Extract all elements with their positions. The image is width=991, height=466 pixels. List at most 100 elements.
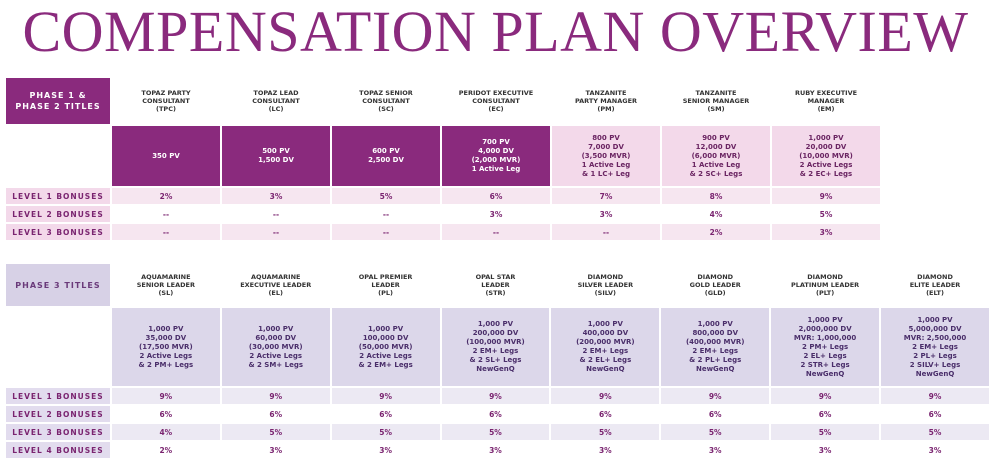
bonus-cell: 2% xyxy=(662,224,770,240)
bonus-cell: 5% xyxy=(551,424,660,440)
level-label: LEVEL 3 BONUSES xyxy=(6,424,110,440)
requirements-cell: 1,000 PV 20,000 DV (10,000 MVR) 2 Active… xyxy=(772,126,880,186)
phase12-table: PHASE 1 & PHASE 2 TITLES TOPAZ PARTY CON… xyxy=(4,76,882,242)
bonus-cell: 2% xyxy=(111,442,220,458)
blank-cell xyxy=(6,308,110,386)
bonus-cell: 9% xyxy=(661,388,770,404)
level-label: LEVEL 1 BONUSES xyxy=(6,188,110,204)
requirements-cell: 1,000 PV 35,000 DV (17,500 MVR) 2 Active… xyxy=(111,308,220,386)
phase12-label-line2: PHASE 2 TITLES xyxy=(15,102,101,111)
requirements-cell: 1,000 PV 2,000,000 DV MVR: 1,000,000 2 P… xyxy=(771,308,880,386)
bonus-cell: 5% xyxy=(441,424,550,440)
bonus-cell: 9% xyxy=(881,388,989,404)
bonus-cell: 3% xyxy=(881,442,989,458)
requirements-cell: 1,000 PV 100,000 DV (50,000 MVR) 2 Activ… xyxy=(331,308,440,386)
requirements-cell: 700 PV 4,000 DV (2,000 MVR) 1 Active Leg xyxy=(442,126,550,186)
requirements-cell: 1,000 PV 60,000 DV (30,000 MVR) 2 Active… xyxy=(221,308,330,386)
bonus-cell: 6% xyxy=(441,406,550,422)
level-label: LEVEL 4 BONUSES xyxy=(6,442,110,458)
phase3-label: PHASE 3 TITLES xyxy=(6,264,110,306)
requirements-cell: 350 PV xyxy=(112,126,220,186)
bonus-cell: 6% xyxy=(331,406,440,422)
bonus-cell: 9% xyxy=(111,388,220,404)
bonus-cell: -- xyxy=(222,224,330,240)
bonus-cell: 5% xyxy=(772,206,880,222)
requirements-cell: 1,000 PV 800,000 DV (400,000 MVR) 2 EM+ … xyxy=(661,308,770,386)
title-header: TOPAZ PARTY CONSULTANT (TPC) xyxy=(141,89,191,113)
title-header: OPAL STAR LEADER (STR) xyxy=(475,273,516,297)
title-header: PERIDOT EXECUTIVE CONSULTANT (EC) xyxy=(458,89,534,113)
phase12-label: PHASE 1 & PHASE 2 TITLES xyxy=(6,78,110,124)
bonus-cell: 5% xyxy=(331,424,440,440)
bonus-cell: 6% xyxy=(881,406,989,422)
title-header: TOPAZ SENIOR CONSULTANT (SC) xyxy=(359,89,413,113)
requirements-cell: 600 PV 2,500 DV xyxy=(332,126,440,186)
bonus-cell: 5% xyxy=(881,424,989,440)
title-header: TANZANITE SENIOR MANAGER (SM) xyxy=(682,89,750,113)
bonus-cell: 9% xyxy=(221,388,330,404)
bonus-cell: 9% xyxy=(551,388,660,404)
title-header: RUBY EXECUTIVE MANAGER (EM) xyxy=(794,89,858,113)
table-row: LEVEL 2 BONUSES -- -- -- 3% 3% 4% 5% xyxy=(6,206,880,222)
table-row: LEVEL 2 BONUSES 6% 6% 6% 6% 6% 6% 6% 6% xyxy=(6,406,989,422)
bonus-cell: -- xyxy=(332,224,440,240)
bonus-cell: 9% xyxy=(331,388,440,404)
phase3-table: PHASE 3 TITLES AQUAMARINE SENIOR LEADER … xyxy=(4,262,991,460)
bonus-cell: 3% xyxy=(222,188,330,204)
requirements-cell: 1,000 PV 5,000,000 DV MVR: 2,500,000 2 E… xyxy=(881,308,989,386)
table-row: LEVEL 3 BONUSES -- -- -- -- -- 2% 3% xyxy=(6,224,880,240)
bonus-cell: 3% xyxy=(441,442,550,458)
bonus-cell: 9% xyxy=(772,188,880,204)
bonus-cell: 3% xyxy=(772,224,880,240)
requirements-cell: 1,000 PV 400,000 DV (200,000 MVR) 2 EM+ … xyxy=(551,308,660,386)
phase12-label-line1: PHASE 1 & xyxy=(29,91,87,100)
bonus-cell: 4% xyxy=(111,424,220,440)
bonus-cell: 5% xyxy=(221,424,330,440)
bonus-cell: -- xyxy=(332,206,440,222)
bonus-cell: 3% xyxy=(552,206,660,222)
bonus-cell: 7% xyxy=(552,188,660,204)
title-header: TOPAZ LEAD CONSULTANT (LC) xyxy=(252,89,300,113)
bonus-cell: 5% xyxy=(661,424,770,440)
table-row: LEVEL 1 BONUSES 9% 9% 9% 9% 9% 9% 9% 9% xyxy=(6,388,989,404)
level-label: LEVEL 1 BONUSES xyxy=(6,388,110,404)
bonus-cell: 6% xyxy=(771,406,880,422)
table-row: LEVEL 4 BONUSES 2% 3% 3% 3% 3% 3% 3% 3% xyxy=(6,442,989,458)
bonus-cell: 3% xyxy=(442,206,550,222)
bonus-cell: -- xyxy=(222,206,330,222)
bonus-cell: -- xyxy=(112,224,220,240)
bonus-cell: 5% xyxy=(771,424,880,440)
table-row: LEVEL 3 BONUSES 4% 5% 5% 5% 5% 5% 5% 5% xyxy=(6,424,989,440)
page-title: COMPENSATION PLAN OVERVIEW xyxy=(22,0,969,64)
table-row: LEVEL 1 BONUSES 2% 3% 5% 6% 7% 8% 9% xyxy=(6,188,880,204)
title-header: DIAMOND ELITE LEADER (ELT) xyxy=(909,273,961,297)
bonus-cell: 3% xyxy=(771,442,880,458)
level-label: LEVEL 2 BONUSES xyxy=(6,406,110,422)
bonus-cell: -- xyxy=(552,224,660,240)
bonus-cell: 6% xyxy=(111,406,220,422)
title-header: TANZANITE PARTY MANAGER (PM) xyxy=(574,89,638,113)
bonus-cell: 2% xyxy=(112,188,220,204)
level-label: LEVEL 3 BONUSES xyxy=(6,224,110,240)
title-header: AQUAMARINE SENIOR LEADER (SL) xyxy=(136,273,195,297)
bonus-cell: 3% xyxy=(661,442,770,458)
bonus-cell: -- xyxy=(442,224,550,240)
blank-cell xyxy=(6,126,110,186)
requirements-cell: 1,000 PV 200,000 DV (100,000 MVR) 2 EM+ … xyxy=(441,308,550,386)
title-header: OPAL PREMIER LEADER (PL) xyxy=(358,273,413,297)
title-header: DIAMOND GOLD LEADER (GLD) xyxy=(689,273,741,297)
bonus-cell: 5% xyxy=(332,188,440,204)
bonus-cell: -- xyxy=(112,206,220,222)
bonus-cell: 3% xyxy=(221,442,330,458)
bonus-cell: 6% xyxy=(442,188,550,204)
requirements-cell: 900 PV 12,000 DV (6,000 MVR) 1 Active Le… xyxy=(662,126,770,186)
title-header: DIAMOND PLATINUM LEADER (PLT) xyxy=(791,273,860,297)
requirements-cell: 500 PV 1,500 DV xyxy=(222,126,330,186)
title-header: AQUAMARINE EXECUTIVE LEADER (EL) xyxy=(240,273,312,297)
bonus-cell: 6% xyxy=(661,406,770,422)
bonus-cell: 6% xyxy=(221,406,330,422)
title-header: DIAMOND SILVER LEADER (SILV) xyxy=(577,273,634,297)
level-label: LEVEL 2 BONUSES xyxy=(6,206,110,222)
bonus-cell: 9% xyxy=(771,388,880,404)
bonus-cell: 3% xyxy=(331,442,440,458)
